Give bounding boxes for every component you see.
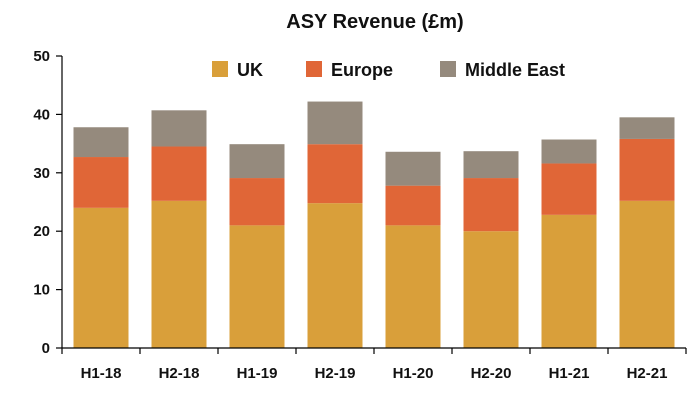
x-category-label: H2-19 bbox=[315, 365, 356, 382]
bar-segment-middle-east bbox=[229, 144, 285, 179]
x-category-label: H1-19 bbox=[237, 365, 278, 382]
bar-segment-europe bbox=[229, 178, 285, 226]
bar-segment-middle-east bbox=[619, 117, 675, 139]
x-category-label: H2-20 bbox=[471, 365, 512, 382]
x-category-label: H2-18 bbox=[159, 365, 200, 382]
bar-segment-uk bbox=[307, 203, 363, 348]
legend-swatch-europe bbox=[306, 61, 322, 77]
legend-label: Middle East bbox=[465, 60, 565, 80]
bar-segment-uk bbox=[73, 207, 129, 348]
chart-title: ASY Revenue (£m) bbox=[286, 11, 463, 33]
bar-segment-middle-east bbox=[151, 110, 207, 147]
x-category-label: H2-21 bbox=[627, 365, 668, 382]
bar-segment-uk bbox=[541, 214, 597, 348]
bar-segment-middle-east bbox=[463, 151, 519, 179]
y-tick-label: 20 bbox=[33, 223, 50, 240]
y-tick-label: 50 bbox=[33, 48, 50, 65]
x-category-label: H1-18 bbox=[81, 365, 122, 382]
bar-segment-europe bbox=[307, 144, 363, 204]
bar-segment-middle-east bbox=[307, 101, 363, 145]
bar-segment-uk bbox=[151, 200, 207, 348]
bar-segment-europe bbox=[619, 138, 675, 201]
legend-label: UK bbox=[237, 60, 263, 80]
x-category-label: H1-21 bbox=[549, 365, 590, 382]
bar-segment-uk bbox=[619, 200, 675, 348]
y-tick-label: 0 bbox=[42, 340, 50, 357]
bar-segment-europe bbox=[151, 146, 207, 201]
y-tick-label: 40 bbox=[33, 106, 50, 123]
bar-segment-uk bbox=[385, 225, 441, 348]
bar-segment-middle-east bbox=[541, 139, 597, 164]
bar-segment-europe bbox=[463, 178, 519, 232]
legend-swatch-uk bbox=[212, 61, 228, 77]
bar-segment-middle-east bbox=[73, 127, 129, 158]
bar-segment-uk bbox=[229, 225, 285, 348]
y-tick-label: 30 bbox=[33, 165, 50, 182]
legend-swatch-middle-east bbox=[440, 61, 456, 77]
bar-segment-middle-east bbox=[385, 151, 441, 186]
bar-segment-europe bbox=[541, 163, 597, 215]
bar-segment-europe bbox=[385, 185, 441, 226]
y-tick-label: 10 bbox=[33, 282, 50, 299]
x-category-label: H1-20 bbox=[393, 365, 434, 382]
bar-segment-europe bbox=[73, 157, 129, 208]
bar-segment-uk bbox=[463, 231, 519, 348]
legend-label: Europe bbox=[331, 60, 393, 80]
